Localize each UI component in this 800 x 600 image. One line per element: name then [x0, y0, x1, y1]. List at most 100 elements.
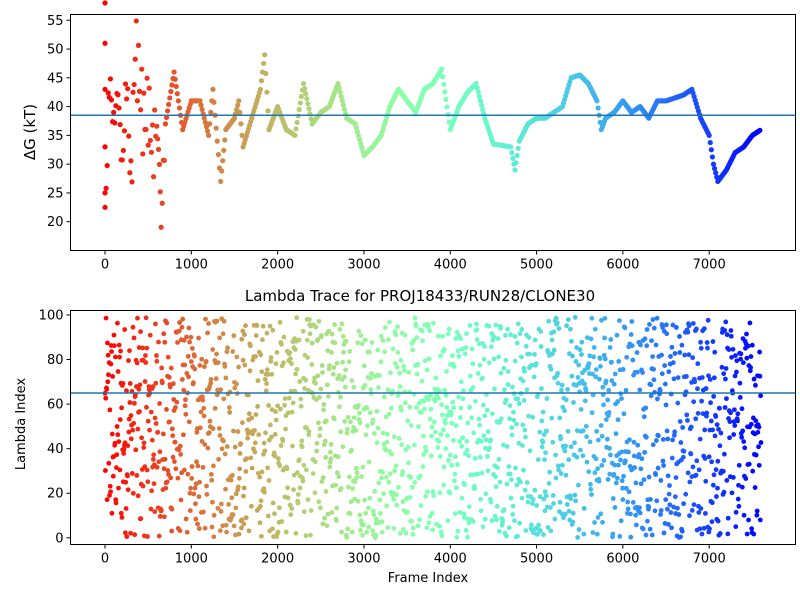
lambda-point [269, 371, 275, 377]
delta-g-point [124, 96, 130, 102]
lambda-point [558, 471, 564, 476]
lambda-point [600, 519, 605, 525]
lambda-point [658, 512, 663, 517]
lambda-point [290, 443, 295, 449]
delta-g-point [215, 151, 221, 158]
lambda-point [679, 528, 685, 534]
lambda-point [202, 442, 208, 447]
delta-g-point [164, 108, 171, 114]
lambda-point [687, 479, 693, 485]
lambda-point [503, 333, 508, 338]
lambda-point [334, 505, 340, 511]
lambda-point [214, 351, 219, 357]
lambda-point [144, 404, 149, 410]
lambda-point [455, 348, 461, 354]
lambda-point [452, 471, 458, 477]
lambda-point [672, 429, 678, 435]
lambda-point [141, 440, 147, 446]
lambda-point [177, 528, 183, 534]
lambda-point [467, 323, 473, 328]
lambda-point [405, 418, 411, 424]
delta-g-point [168, 88, 174, 95]
lambda-point [758, 393, 764, 399]
lambda-point [677, 350, 683, 355]
lambda-point [412, 315, 418, 321]
lambda-point [406, 369, 412, 375]
delta-g-point [171, 69, 177, 75]
lambda-point [649, 532, 655, 538]
lambda-point [154, 353, 159, 358]
lambda-point [523, 343, 529, 349]
lambda-point [405, 444, 411, 450]
lambda-point [426, 397, 431, 402]
lambda-point [625, 506, 631, 512]
lambda-point [583, 423, 589, 429]
delta-g-point [473, 80, 479, 87]
lambda-point [543, 493, 549, 499]
delta-g-point [198, 102, 204, 108]
lambda-point [475, 471, 481, 477]
lambda-point [180, 316, 186, 322]
delta-g-point [220, 158, 226, 164]
lambda-point [699, 531, 705, 537]
delta-g-point [211, 99, 217, 105]
lambda-point [625, 499, 631, 505]
lambda-point [196, 494, 202, 500]
lambda-point [539, 444, 545, 450]
lambda-point [323, 455, 329, 460]
lambda-point [725, 531, 731, 537]
lambda-point [507, 471, 513, 477]
lambda-point [328, 456, 334, 462]
lambda-point [136, 345, 142, 350]
lambda-point [134, 473, 140, 478]
lambda-point [200, 397, 206, 403]
lambda-point [401, 363, 407, 369]
lambda-point [745, 343, 751, 349]
lambda-point [315, 420, 321, 426]
delta-g-point [102, 204, 108, 210]
lambda-point [563, 443, 568, 449]
lambda-point [414, 335, 420, 341]
lambda-point [511, 391, 517, 397]
lambda-point [338, 429, 344, 435]
lambda-point [698, 339, 703, 345]
lambda-point [162, 514, 167, 520]
delta-g-point [205, 132, 212, 138]
lambda-point [422, 358, 428, 364]
lambda-point [701, 525, 707, 531]
lambda-point [205, 445, 211, 451]
lambda-point [314, 448, 320, 454]
lambda-point [383, 474, 389, 480]
lambda-point [268, 358, 274, 364]
lambda-point [421, 452, 427, 457]
lambda-point [393, 332, 399, 338]
lambda-point [298, 396, 304, 402]
delta-g-point [155, 146, 162, 152]
lambda-point [738, 351, 744, 357]
lambda-point [371, 512, 377, 518]
lambda-point [570, 353, 575, 359]
lambda-point [721, 371, 727, 377]
lambda-point [723, 319, 729, 325]
lambda-point [638, 342, 643, 348]
lambda-point [537, 429, 543, 435]
lambda-point [439, 402, 445, 408]
lambda-point [720, 468, 726, 474]
lambda-point [338, 486, 344, 491]
delta-g-point [152, 107, 158, 113]
lambda-point [104, 386, 110, 392]
lambda-point [386, 479, 392, 485]
lambda-point [189, 346, 195, 351]
lambda-point [455, 528, 461, 534]
lambda-point [523, 528, 529, 533]
lambda-point [586, 361, 592, 367]
lambda-point [360, 532, 365, 538]
lambda-point [111, 343, 117, 349]
lambda-point [542, 457, 547, 463]
lambda-point [301, 509, 307, 515]
lambda-point [187, 339, 193, 345]
lambda-point [644, 343, 650, 349]
lambda-point [399, 442, 404, 448]
lambda-point [322, 515, 327, 521]
lambda-point [128, 413, 134, 418]
